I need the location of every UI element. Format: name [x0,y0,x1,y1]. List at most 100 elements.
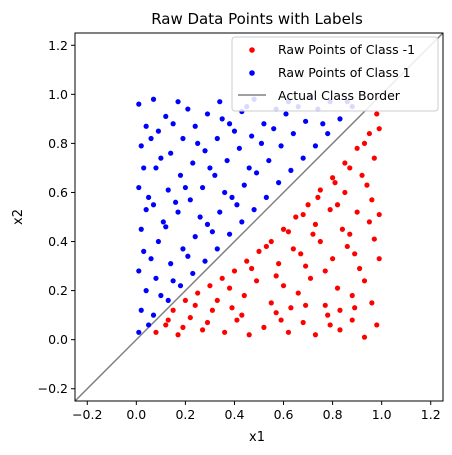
class-1-point [271,126,277,132]
class-neg1-point [312,332,319,338]
class-1-point [177,172,184,178]
class-1-point [136,101,142,107]
class-1-point [261,121,267,127]
class-1-point [136,268,142,274]
class-1-point [172,199,179,205]
x-tick-label: 0.4 [225,407,245,422]
class-neg1-point [244,258,250,264]
class-1-point [175,99,181,105]
legend: Raw Points of Class -1 Raw Points of Cla… [231,36,439,112]
x-axis-label: x1 [249,430,265,445]
class-neg1-point [356,265,363,272]
class-1-point [165,187,171,193]
class-neg1-point [334,285,341,291]
class-neg1-point [366,130,372,137]
class-1-point [160,219,166,225]
class-1-point [246,165,252,171]
class-1-point [170,278,176,284]
class-neg1-point [337,327,343,333]
x-tick-label: 0.2 [175,407,195,422]
class-1-point [185,106,191,112]
class-1-point [217,209,223,215]
class-neg1-point [175,332,181,338]
legend-marker-class-neg1 [249,47,255,53]
class-neg1-point [153,329,159,335]
class-neg1-point [295,290,301,296]
class-1-point [214,246,220,252]
class-neg1-point [280,283,287,289]
class-neg1-point [253,278,260,284]
class-1-point [288,167,294,173]
class-neg1-point [170,307,176,313]
legend-label-class-neg1: Raw Points of Class -1 [278,42,415,57]
class-neg1-point [285,329,292,335]
class-1-point [175,209,181,215]
class-1-point [155,128,162,134]
class-neg1-point [261,324,267,330]
class-1-point [185,253,191,259]
class-neg1-point [352,305,358,311]
class-1-point [276,180,282,186]
class-1-point [214,135,220,142]
y-axis: −0.2 0.0 0.2 0.4 0.6 0.8 1.0 1.2 [38,38,75,396]
class-neg1-point [226,285,233,291]
class-1-point [337,116,343,122]
class-1-point [150,312,157,318]
class-neg1-point [192,302,198,308]
class-neg1-point [374,111,380,117]
class-neg1-point [300,211,306,218]
class-neg1-point [263,243,269,250]
class-1-point [150,202,157,208]
class-1-point [138,307,144,313]
x-tick-label: 1.2 [421,407,441,422]
class-1-point [182,184,188,191]
class-1-point [263,194,269,200]
y-tick-label: 0.2 [48,283,68,298]
class-neg1-point [234,317,240,323]
y-tick-label: 0.0 [48,332,68,347]
class-1-point [155,238,162,245]
class-1-point [170,121,176,127]
class-1-point [146,322,152,328]
class-1-point [141,165,147,171]
class-1-point [143,207,149,213]
class-neg1-point [290,246,296,252]
class-neg1-point [310,231,316,237]
class-1-point [177,283,184,289]
class-neg1-point [278,317,284,323]
legend-box [231,36,439,112]
class-neg1-point [349,317,355,323]
class-1-point [141,248,147,254]
x-tick-label: −0.2 [72,407,102,422]
class-neg1-point [246,332,252,338]
class-1-point [136,329,142,335]
class-neg1-point [334,202,341,208]
class-neg1-point [354,209,360,215]
class-1-point [202,258,208,264]
class-1-point [143,123,149,129]
class-1-point [325,130,331,137]
class-neg1-point [182,297,188,304]
class-neg1-point [293,214,299,220]
class-1-point [146,194,152,200]
class-neg1-point [337,307,343,313]
class-1-point [180,246,186,252]
class-1-point [148,135,154,142]
class-neg1-point [371,155,377,161]
class-neg1-point [354,145,360,151]
class-1-point [320,121,326,127]
class-neg1-point [231,268,238,274]
class-1-point [197,214,203,220]
class-1-point [148,256,154,262]
class-1-point [278,143,284,149]
class-neg1-point [327,207,333,213]
class-neg1-point [303,263,309,269]
y-tick-label: 0.4 [48,234,68,249]
class-neg1-point [214,297,220,304]
class-neg1-point [285,229,292,235]
class-neg1-point [249,265,255,272]
class-neg1-point [361,278,368,284]
legend-label-class-1: Raw Points of Class 1 [278,65,411,80]
class-neg1-point [239,312,245,318]
class-1-point [158,155,164,161]
